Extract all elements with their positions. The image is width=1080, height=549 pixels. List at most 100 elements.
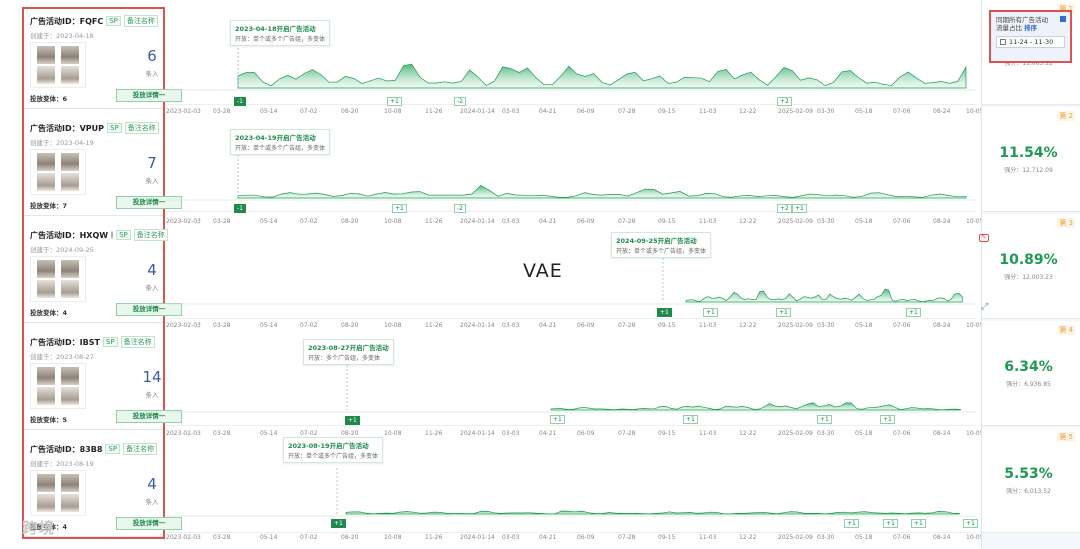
change-badge[interactable]: -1 [234, 97, 246, 106]
ad-variants-count: 投放变体：4 [30, 523, 68, 531]
change-badge[interactable]: +1 [683, 415, 698, 424]
view-details-button[interactable]: 投放详情一 [116, 517, 182, 530]
x-axis-tick-label: 07-02 [300, 534, 318, 541]
x-axis-tick-label: 05-18 [855, 534, 873, 541]
x-axis-tick-label: 11-26 [425, 218, 443, 225]
traffic-sparkline [166, 258, 976, 305]
note-name-link[interactable]: 备注名称 [120, 336, 155, 348]
change-badge[interactable]: -2 [454, 204, 466, 213]
view-details-button[interactable]: 投放详情一 [116, 410, 182, 423]
x-axis-tick-label: 10-08 [384, 218, 402, 225]
product-image [61, 260, 79, 298]
x-axis-tick-label: 05-18 [855, 322, 873, 329]
x-axis-tick-label: 06-09 [577, 108, 595, 115]
x-axis-tick-label: 07-06 [893, 534, 911, 541]
product-thumbnails[interactable] [30, 470, 86, 516]
callout-title: 2024-09-25开启广告活动 [616, 237, 697, 245]
product-image [61, 153, 79, 191]
filter-label: 同期所有广告活动 流量占比 排序 [996, 16, 1065, 32]
sp-tag: SP [102, 337, 118, 347]
change-badge[interactable]: +1 [776, 308, 791, 317]
campaign-card[interactable]: 广告活动ID：HXQW SP 备注名称 创建于：2024-09-25 4 条入 … [24, 223, 182, 323]
change-badge[interactable]: +1 [331, 519, 346, 528]
change-badge[interactable]: +1 [906, 308, 921, 317]
traffic-share-filter[interactable]: 同期所有广告活动 流量占比 排序 11-24 - 11-30 [989, 10, 1072, 63]
view-details-button[interactable]: 投放详情一 [116, 89, 182, 102]
product-thumbnails[interactable] [30, 42, 86, 88]
filter-line1: 同期所有广告活动 [996, 16, 1048, 24]
campaign-card[interactable]: 广告活动ID：VPUP SP 备注名称 创建于：2023-04-19 7 条入 … [24, 116, 182, 216]
change-badge[interactable]: +1 [392, 204, 407, 213]
change-badge[interactable]: -2 [454, 97, 466, 106]
product-thumbnails[interactable] [30, 363, 86, 409]
entry-count: 4 条入 [122, 256, 182, 302]
callout-desc: 开放：单个或多个广告组，多变体 [288, 453, 379, 460]
x-axis-tick-label: 09-15 [658, 534, 676, 541]
change-badge[interactable]: +1 [657, 308, 672, 317]
x-axis-tick-label: 08-24 [933, 534, 951, 541]
entry-count: 7 条入 [122, 149, 182, 195]
x-axis-tick-label: 03-03 [502, 322, 520, 329]
change-badge[interactable]: +2 [777, 97, 792, 106]
x-axis-tick-label: 07-28 [618, 534, 636, 541]
x-axis-tick-label: 07-28 [618, 218, 636, 225]
info-icon[interactable] [111, 231, 114, 239]
traffic-sparkline [166, 147, 976, 201]
x-axis-tick-label: 08-24 [933, 430, 951, 437]
note-name-link[interactable]: 备注名称 [124, 122, 159, 134]
product-thumbnails[interactable] [30, 149, 86, 195]
change-badge[interactable]: +1 [911, 519, 926, 528]
x-axis-tick-label: 08-20 [341, 108, 359, 115]
x-axis-tick-label: 09-15 [658, 218, 676, 225]
product-image [37, 260, 55, 298]
entry-count-unit: 条入 [145, 284, 159, 292]
campaign-card[interactable]: 广告活动ID：IBST SP 备注名称 创建于：2023-08-27 14 条入… [24, 330, 182, 430]
x-axis-tick-label: 2023-02-03 [166, 218, 201, 225]
change-badge[interactable]: +1 [345, 416, 360, 425]
date-range-picker[interactable]: 11-24 - 11-30 [996, 36, 1065, 48]
entry-count-value: 14 [142, 368, 162, 386]
campaign-launch-callout: 2023-04-18开启广告活动 开放：单个或多个广告组，多变体 [230, 20, 331, 46]
change-badge[interactable]: +1 [844, 519, 859, 528]
product-thumbnails[interactable] [30, 256, 86, 302]
x-axis: 2023-02-03 03-28 05-14 07-02 08-20 10-08 11-26… [166, 322, 983, 332]
x-axis-tick-label: 12-22 [739, 534, 757, 541]
traffic-area-series [237, 63, 967, 89]
product-image [37, 367, 55, 405]
sort-button[interactable]: 排序 [1024, 24, 1038, 32]
change-badge[interactable]: +1 [387, 97, 402, 106]
expand-icon[interactable]: ⤢ [981, 302, 989, 312]
change-badge[interactable]: +1 [550, 415, 565, 424]
x-axis-tick-label: 08-20 [341, 534, 359, 541]
x-axis-tick-label: 04-21 [539, 218, 557, 225]
x-axis-tick-label: 05-18 [855, 108, 873, 115]
x-axis-tick-label: 10-08 [384, 322, 402, 329]
x-axis-tick-label: 08-20 [341, 430, 359, 437]
change-badge[interactable]: -1 [234, 204, 246, 213]
view-details-button[interactable]: 投放详情一 [116, 303, 182, 316]
view-details-button[interactable]: 投放详情一 [116, 196, 182, 209]
change-badge[interactable]: +2 [777, 204, 792, 213]
ad-variants-count: 投放变体：6 [30, 95, 68, 103]
watermark-text: VAE [523, 260, 563, 282]
campaign-id: 广告活动ID：VPUP [30, 123, 105, 133]
change-badge[interactable]: +1 [792, 204, 807, 213]
campaign-traffic-chart: 2023-02-03 03-28 05-14 07-02 08-20 10-08 11-26… [166, 428, 983, 541]
note-name-link[interactable]: 备注名称 [133, 229, 168, 241]
x-axis-tick-label: 11-26 [425, 534, 443, 541]
campaign-card[interactable]: 广告活动ID：83B8 SP 备注名称 创建于：2023-08-19 4 条入 … [24, 437, 182, 537]
change-badge[interactable]: +1 [880, 415, 895, 424]
x-axis-tick-label: 2023-02-03 [166, 534, 201, 541]
comment-icon[interactable]: ✎ [979, 234, 989, 242]
note-name-link[interactable]: 备注名称 [123, 443, 158, 455]
change-badge[interactable]: +1 [817, 415, 832, 424]
x-axis-tick-label: 04-21 [539, 108, 557, 115]
change-badge[interactable]: +1 [963, 519, 978, 528]
x-axis: 2023-02-03 03-28 05-14 07-02 08-20 10-08 11-26… [166, 218, 983, 228]
campaign-card[interactable]: 广告活动ID：FQFC SP 备注名称 创建于：2023-04-18 6 条入 … [24, 9, 182, 109]
x-axis-tick-label: 2025-02-09 [778, 218, 813, 225]
change-badge[interactable]: +1 [883, 519, 898, 528]
note-name-link[interactable]: 备注名称 [123, 15, 158, 27]
product-image [37, 153, 55, 191]
change-badge[interactable]: +1 [703, 308, 718, 317]
